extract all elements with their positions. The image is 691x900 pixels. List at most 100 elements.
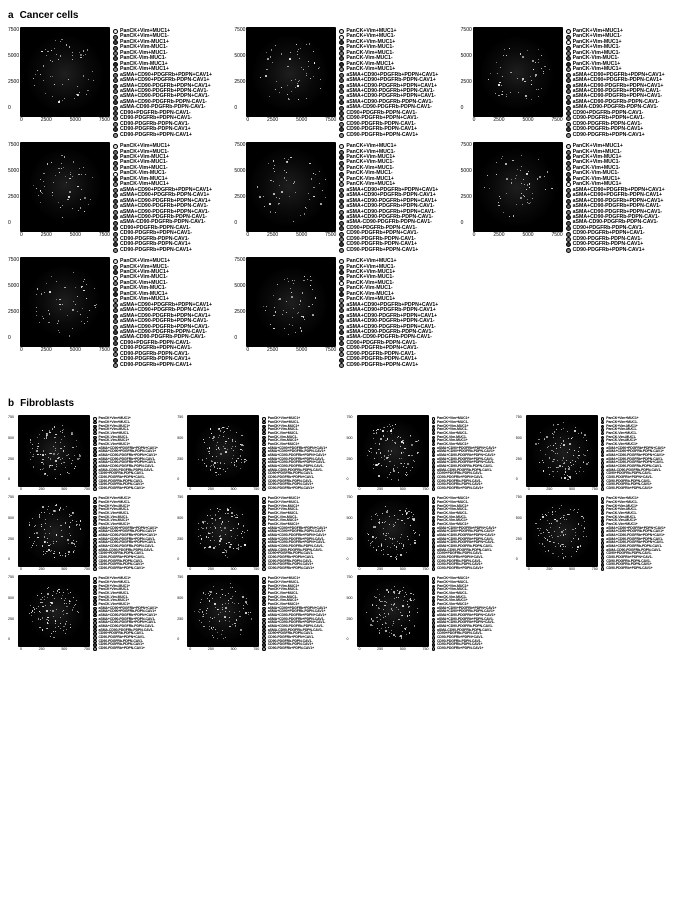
axis-tick: 0 [461,220,472,226]
chart-wrap: 02500500075000250050007500 [461,142,563,238]
legend: PanCK+Vim+MUC1+PanCK+Vim+MUC1-PanCK+Vim-… [339,142,456,253]
legend: PanCK+Vim+MUC1+PanCK+Vim+MUC1-PanCK+Vim-… [113,27,230,138]
axis-tick: 5000 [296,117,307,123]
legend: PanCK+Vim+MUC1+PanCK+Vim+MUC1-PanCK+Vim-… [339,257,456,368]
legend-item: CD90-PDGFRb+PDPN-CAV1+ [262,487,344,491]
panel: 02505007500250500750PanCK+Vim+MUC1+PanCK… [516,495,683,571]
chart-wrap: 02505007500250500750 [177,415,259,491]
axis-tick: 0 [359,567,361,571]
y-axis: 0250500750 [516,495,526,567]
axis-tick: 500 [61,647,67,651]
axis-tick: 0 [528,567,530,571]
axis-tick: 750 [84,647,90,651]
legend-swatch [93,567,97,571]
legend-label: CD90-PDGFRb+PDPN-CAV1+ [437,567,483,571]
legend: PanCK+Vim+MUC1+PanCK+Vim+MUC1-PanCK+Vim-… [262,415,344,490]
axis-tick: 0 [246,117,249,123]
legend: PanCK+Vim+MUC1+PanCK+Vim+MUC1-PanCK+Vim-… [93,575,175,650]
panel: 02500500075000250050007500PanCK+Vim+MUC1… [461,142,683,253]
y-axis: 0250500750 [177,575,187,647]
legend-swatch [113,133,118,138]
x-axis: 0250500750 [8,487,90,491]
axis-tick: 500 [231,487,237,491]
axis-tick: 7500 [461,142,472,148]
axis-tick: 500 [231,567,237,571]
panel: 02505007500250500750PanCK+Vim+MUC1+PanCK… [177,415,344,491]
axis-tick: 2500 [461,79,472,85]
legend-swatch [262,487,266,491]
scatter-canvas [18,415,90,487]
axis-tick: 2500 [234,309,245,315]
axis-tick: 5000 [70,232,81,238]
x-axis: 0250500750 [347,567,429,571]
axis-tick: 500 [400,487,406,491]
scatter-canvas [526,495,598,567]
x-axis: 0250500750 [516,487,598,491]
legend-item: CD90-PDGFRb+PDPN-CAV1+ [93,487,175,491]
axis-tick: 5000 [8,168,19,174]
section-a-letter: a [8,10,14,21]
axis-tick: 5000 [522,117,533,123]
axis-tick: 7500 [234,27,245,33]
legend: PanCK+Vim+MUC1+PanCK+Vim+MUC1-PanCK+Vim-… [566,27,683,138]
y-axis: 0250050007500 [461,142,473,232]
axis-tick: 2500 [267,232,278,238]
x-axis: 0250050007500 [234,117,336,123]
axis-tick: 5000 [296,232,307,238]
legend-item: CD90-PDGFRb+PDPN-CAV1+ [93,567,175,571]
legend-swatch [339,363,344,368]
axis-tick: 0 [177,477,186,481]
axis-tick: 2500 [267,347,278,353]
axis-tick: 250 [377,567,383,571]
axis-tick: 750 [177,575,186,579]
axis-tick: 5000 [70,347,81,353]
scatter-canvas [246,142,336,232]
scatter-canvas [357,415,429,487]
x-axis: 0250050007500 [461,117,563,123]
axis-tick: 250 [546,567,552,571]
axis-tick: 750 [592,487,598,491]
chart-wrap: 02500500075000250050007500 [8,257,110,353]
x-axis: 0250500750 [8,567,90,571]
panel: 02505007500250500750PanCK+Vim+MUC1+PanCK… [516,415,683,491]
axis-tick: 750 [347,575,356,579]
axis-tick: 500 [569,487,575,491]
axis-tick: 750 [84,567,90,571]
axis-tick: 250 [347,537,356,541]
legend-label: CD90-PDGFRb+PDPN-CAV1+ [606,487,652,491]
axis-tick: 7500 [8,142,19,148]
x-axis: 0250500750 [347,487,429,491]
axis-tick: 250 [546,487,552,491]
axis-tick: 500 [516,436,525,440]
axis-tick: 0 [359,647,361,651]
scatter-canvas [187,415,259,487]
legend-label: CD90-PDGFRb+PDPN-CAV1+ [437,487,483,491]
axis-tick: 0 [234,335,245,341]
panel: 02500500075000250050007500PanCK+Vim+MUC1… [8,142,230,253]
axis-tick: 7500 [234,142,245,148]
chart-wrap: 02505007500250500750 [347,415,429,491]
axis-tick: 500 [61,487,67,491]
legend: PanCK+Vim+MUC1+PanCK+Vim+MUC1-PanCK+Vim-… [262,575,344,650]
scatter-canvas [20,257,110,347]
axis-tick: 250 [208,487,214,491]
legend-label: CD90-PDGFRb+PDPN-CAV1+ [606,567,652,571]
legend: PanCK+Vim+MUC1+PanCK+Vim+MUC1-PanCK+Vim-… [339,27,456,138]
scatter-canvas [246,257,336,347]
axis-tick: 2500 [493,232,504,238]
axis-tick: 500 [8,516,17,520]
legend-label: CD90-PDGFRb+PDPN-CAV1+ [99,567,145,571]
scatter-canvas [473,27,563,117]
x-axis: 0250500750 [177,487,259,491]
axis-tick: 250 [347,617,356,621]
axis-tick: 500 [8,436,17,440]
axis-tick: 250 [516,457,525,461]
axis-tick: 750 [592,567,598,571]
axis-tick: 0 [177,637,186,641]
legend-label: CD90-PDGFRb+PDPN-CAV1+ [120,363,192,368]
chart-wrap: 02505007500250500750 [516,495,598,571]
legend-item: CD90-PDGFRb+PDPN-CAV1+ [601,567,683,571]
legend-swatch [93,647,97,651]
axis-tick: 7500 [325,347,336,353]
axis-tick: 0 [20,347,23,353]
